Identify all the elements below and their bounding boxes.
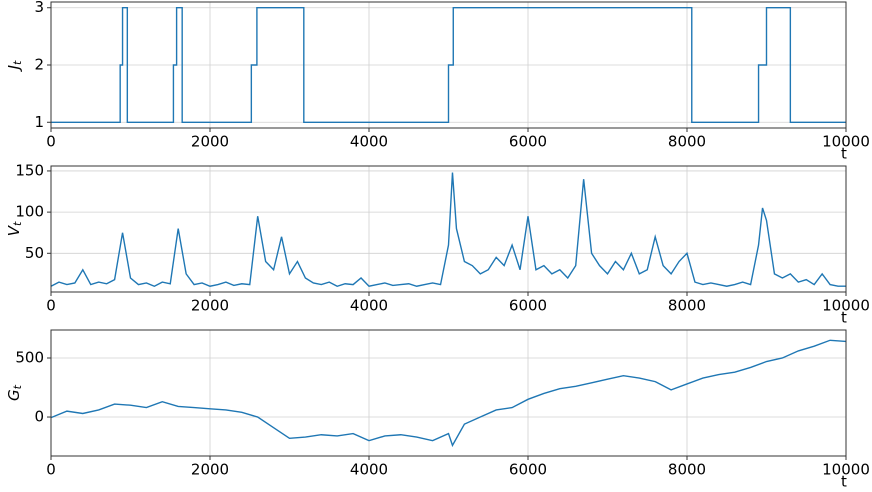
x-tick-label: 2000 xyxy=(191,297,229,315)
x-tick-label: 10000 xyxy=(822,133,870,151)
x-tick-label: 8000 xyxy=(668,133,706,151)
x-tick-label: 2000 xyxy=(191,461,229,479)
data-line xyxy=(51,7,846,123)
x-tick-label: 6000 xyxy=(509,297,547,315)
x-tick-label: 4000 xyxy=(350,133,388,151)
y-tick-label: 1 xyxy=(34,113,44,131)
y-tick-label: 3 xyxy=(34,0,44,16)
y-tick-label: 0 xyxy=(34,408,44,426)
plot-frame xyxy=(50,1,847,129)
x-tick-label: 0 xyxy=(46,133,56,151)
x-tick-label: 0 xyxy=(46,461,56,479)
y-tick-label: 50 xyxy=(25,244,44,262)
x-tick-label: 10000 xyxy=(822,297,870,315)
x-tick-label: 10000 xyxy=(822,461,870,479)
x-tick-label: 4000 xyxy=(350,461,388,479)
x-tick-label: 6000 xyxy=(509,461,547,479)
x-tick-label: 4000 xyxy=(350,297,388,315)
y-tick-label: 2 xyxy=(34,56,44,74)
data-line xyxy=(50,172,846,288)
x-tick-label: 6000 xyxy=(509,133,547,151)
y-tick-label: 100 xyxy=(15,203,44,221)
y-axis-label: Gt xyxy=(5,384,25,401)
plot-frame xyxy=(50,329,847,457)
x-tick-label: 0 xyxy=(46,297,56,315)
x-axis-label: t xyxy=(841,309,847,327)
x-axis-label: t xyxy=(841,145,847,163)
y-axis-label: Vt xyxy=(5,221,25,236)
y-tick-label: 150 xyxy=(15,161,44,179)
x-axis-label: t xyxy=(841,473,847,491)
y-tick-label: 500 xyxy=(15,348,44,366)
data-line xyxy=(50,339,847,448)
x-tick-label: 2000 xyxy=(191,133,229,151)
plot-frame xyxy=(50,165,847,293)
x-tick-label: 8000 xyxy=(668,461,706,479)
x-tick-label: 8000 xyxy=(668,297,706,315)
y-axis-label: Jt xyxy=(5,60,25,72)
